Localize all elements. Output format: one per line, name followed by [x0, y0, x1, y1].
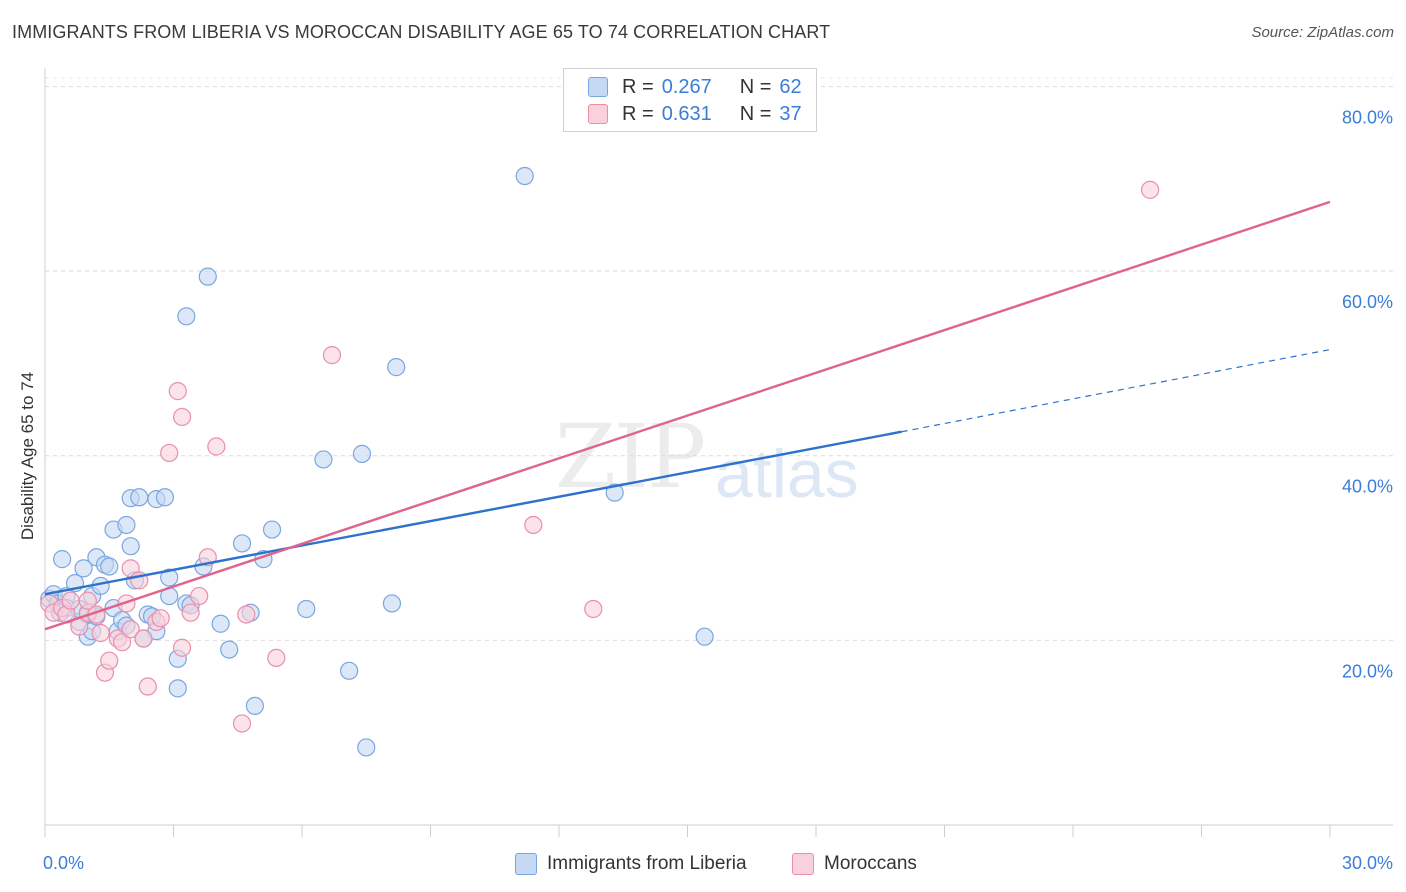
data-point	[357, 738, 376, 757]
data-point	[190, 586, 209, 606]
legend-swatch-moroccans	[588, 104, 608, 124]
data-point	[155, 488, 175, 507]
data-point	[168, 382, 187, 401]
data-point	[207, 437, 226, 456]
chart-source: Source: ZipAtlas.com	[1251, 24, 1394, 41]
legend-swatch-liberia	[588, 77, 608, 97]
data-point	[74, 559, 93, 578]
data-point	[117, 515, 136, 535]
data-point	[160, 443, 179, 463]
series-points	[40, 166, 1160, 757]
data-point	[138, 677, 157, 696]
bottom-legend-swatch-liberia	[515, 853, 537, 875]
legend-n-value: 37	[779, 102, 802, 125]
y-tick-label: 20.0%	[1342, 661, 1393, 681]
axes	[44, 68, 1393, 837]
data-point	[262, 520, 282, 539]
legend-r-label: R =	[622, 102, 654, 125]
series-moroccans	[40, 180, 1160, 733]
data-point	[130, 488, 149, 507]
data-point	[515, 166, 534, 186]
data-point	[134, 629, 153, 648]
data-point	[352, 444, 372, 463]
data-point	[181, 603, 200, 622]
data-point	[53, 550, 72, 569]
data-point	[172, 407, 192, 427]
tick-labels: 20.0% 40.0% 60.0% 80.0% 0.0% 30.0%	[43, 107, 1393, 873]
data-point	[220, 640, 239, 659]
data-point	[100, 651, 119, 670]
data-point	[340, 661, 359, 680]
bottom-legend-liberia: Immigrants from Liberia	[515, 851, 747, 877]
data-point	[172, 638, 192, 657]
data-point	[151, 609, 170, 628]
trend-line-liberia	[44, 430, 902, 596]
legend-row-liberia: R = 0.267 N = 62	[588, 75, 802, 99]
trend-line-moroccans	[44, 200, 1331, 631]
y-tick-label: 80.0%	[1342, 107, 1393, 127]
x-tick-label: 0.0%	[43, 853, 84, 873]
data-point	[297, 599, 316, 619]
data-point	[322, 346, 342, 365]
legend-r-label: R =	[622, 75, 654, 98]
data-point	[112, 633, 132, 652]
data-point	[78, 591, 97, 610]
bottom-legend-label-liberia: Immigrants from Liberia	[547, 853, 747, 874]
data-point	[198, 267, 217, 286]
bottom-legend-swatch-moroccans	[792, 853, 814, 875]
data-point	[121, 537, 140, 556]
watermark-atlas: atlas	[715, 436, 859, 512]
trend-line-extension-liberia	[901, 348, 1331, 433]
data-point	[237, 605, 256, 624]
chart-title: IMMIGRANTS FROM LIBERIA VS MOROCCAN DISA…	[12, 22, 831, 42]
watermark-zip: ZIP	[555, 405, 706, 508]
legend-row-moroccans: R = 0.631 N = 37	[588, 102, 802, 126]
data-point	[121, 620, 140, 639]
bottom-legend-moroccans: Moroccans	[792, 851, 917, 877]
legend-n-label: N =	[739, 102, 772, 125]
y-axis-label: Disability Age 65 to 74	[18, 371, 37, 541]
data-point	[695, 627, 714, 646]
legend-r-value: 0.631	[661, 102, 712, 125]
data-point	[382, 594, 402, 613]
bottom-legend-label-moroccans: Moroccans	[824, 853, 917, 874]
correlation-legend: R = 0.267 N = 62 R = 0.631 N = 37	[563, 68, 817, 132]
legend-n-label: N =	[739, 75, 772, 98]
data-point	[314, 450, 333, 469]
legend-n-value: 62	[779, 75, 802, 98]
data-point	[168, 679, 187, 698]
data-point	[387, 358, 406, 377]
data-point	[61, 591, 80, 610]
data-point	[245, 696, 264, 716]
data-point	[100, 557, 119, 576]
data-point	[232, 534, 252, 553]
data-point	[177, 307, 196, 326]
data-point	[91, 623, 110, 643]
data-point	[211, 614, 230, 633]
data-point	[524, 515, 543, 535]
data-point	[605, 483, 624, 502]
y-tick-label: 60.0%	[1342, 292, 1393, 312]
data-point	[232, 714, 252, 733]
trend-lines	[44, 200, 1331, 631]
data-point	[584, 599, 603, 619]
legend-r-value: 0.267	[661, 75, 712, 98]
series-liberia	[40, 166, 714, 757]
y-tick-label: 40.0%	[1342, 477, 1393, 497]
data-point	[1140, 180, 1160, 199]
data-point	[267, 648, 286, 668]
x-tick-label: 30.0%	[1342, 853, 1393, 873]
data-point	[160, 568, 179, 587]
